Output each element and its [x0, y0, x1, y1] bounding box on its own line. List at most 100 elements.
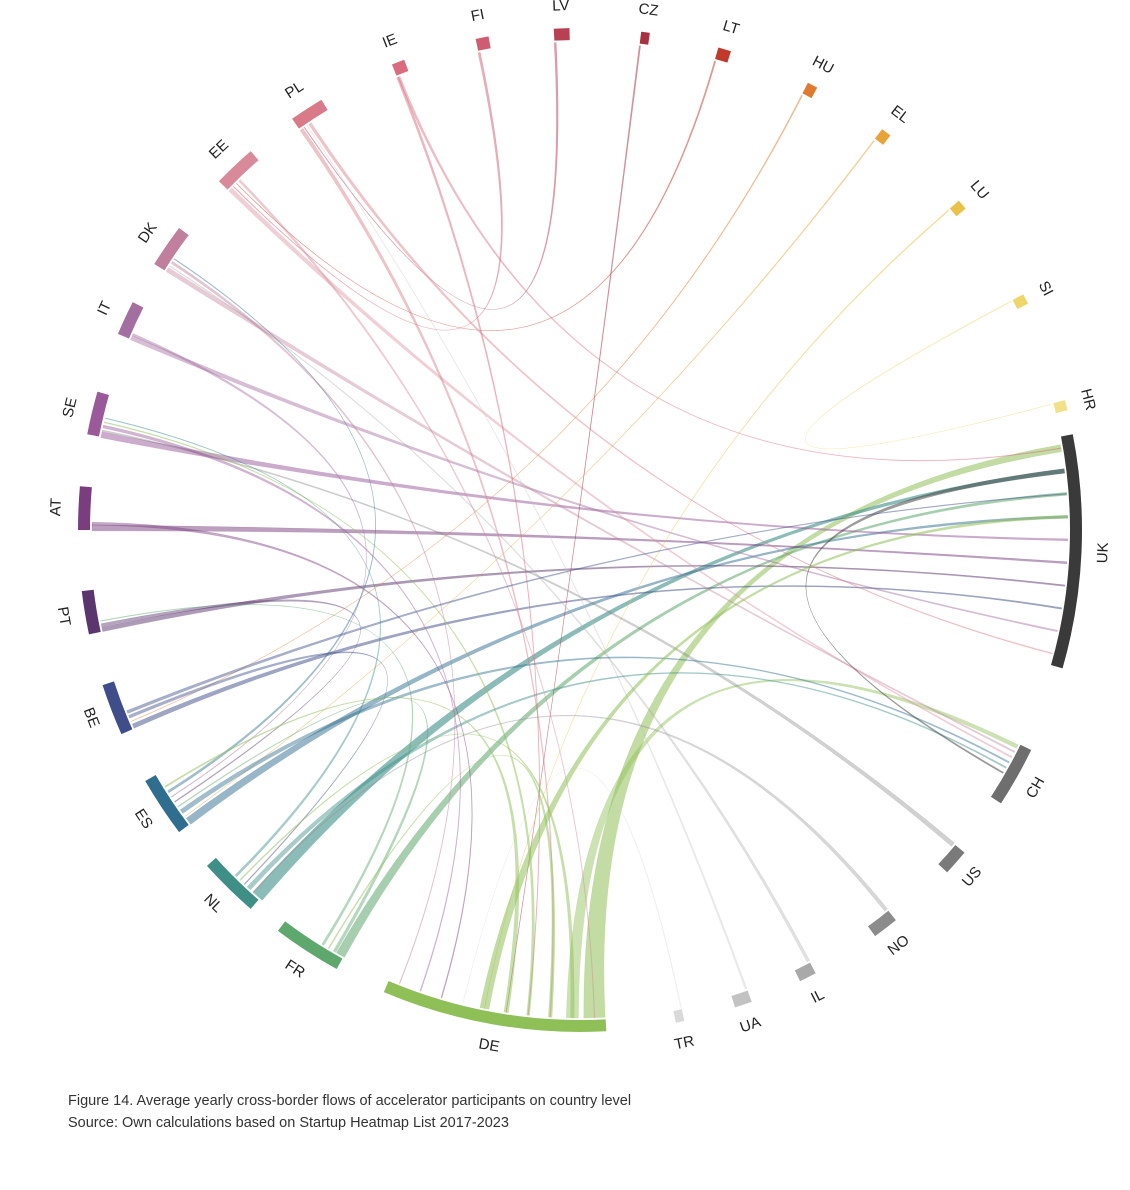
ribbon-de-uk	[479, 515, 1069, 1010]
ribbon-fr-uk	[336, 492, 1068, 958]
ribbon-de-ch	[565, 678, 1019, 1019]
arc-lu	[949, 200, 966, 217]
ribbon-si-hr	[804, 300, 1052, 450]
arc-uk	[1051, 434, 1082, 669]
arc-dk	[154, 227, 189, 271]
label-fi: FI	[469, 6, 485, 25]
arc-cz	[639, 31, 650, 45]
ribbon-hu-be	[130, 94, 803, 722]
ribbon-se-uk	[100, 431, 1069, 542]
arc-es	[145, 775, 189, 833]
arc-fi	[475, 36, 491, 51]
country-arcs	[78, 28, 1082, 1032]
arc-fr	[277, 921, 343, 970]
label-tr: TR	[673, 1033, 696, 1054]
arc-pt	[81, 589, 101, 635]
label-pt: PT	[54, 606, 74, 628]
ribbon-nl-ch	[246, 672, 1007, 891]
arc-ie	[391, 59, 409, 76]
arc-ua	[731, 990, 752, 1008]
ribbon-cz-de	[505, 45, 641, 1013]
caption-source: Source: Own calculations based on Startu…	[68, 1115, 509, 1131]
ribbon-de-es	[164, 697, 520, 1014]
arc-at	[78, 486, 92, 530]
label-be: BE	[80, 705, 103, 730]
arc-se	[87, 391, 109, 437]
ribbon-ee-ch	[228, 187, 1013, 759]
label-lu: LU	[967, 177, 992, 203]
ribbon-lu-de	[483, 209, 950, 1009]
ribbon-fr-pt	[100, 604, 414, 946]
ribbon-fr-es	[177, 696, 429, 953]
ribbon-dk-de	[170, 261, 456, 984]
arc-it	[117, 302, 144, 339]
arc-hr	[1053, 400, 1068, 414]
ribbon-il-dk	[168, 265, 811, 963]
label-se: SE	[59, 396, 80, 419]
label-no: NO	[885, 932, 913, 959]
ribbon-pl-uk	[308, 122, 1053, 655]
flow-ribbons	[91, 42, 1069, 1019]
label-nl: NL	[200, 891, 226, 917]
ribbon-no-nl	[252, 714, 888, 912]
arc-lv	[553, 28, 570, 41]
label-si: SI	[1035, 278, 1057, 298]
label-at: AT	[47, 498, 65, 517]
arc-il	[794, 962, 816, 982]
label-it: IT	[94, 299, 115, 318]
label-ua: UA	[738, 1014, 763, 1037]
ribbon-ee-de	[238, 179, 596, 1019]
label-hu: HU	[809, 53, 836, 78]
ribbon-ie-uk	[397, 76, 1062, 462]
ribbon-es-ch	[179, 656, 1010, 814]
ribbon-de-nl	[239, 733, 575, 1019]
ribbon-se-de	[102, 424, 461, 992]
label-es: ES	[131, 806, 156, 832]
ribbon-be-nl	[128, 651, 388, 885]
arc-de	[383, 981, 607, 1032]
label-hr: HR	[1077, 387, 1099, 412]
label-el: EL	[888, 102, 913, 127]
ribbon-pt-es	[100, 599, 361, 803]
ribbon-ua-pl	[306, 124, 748, 990]
ribbon-tr-de	[462, 767, 682, 1008]
label-us: US	[959, 863, 986, 890]
label-cz: CZ	[637, 0, 659, 19]
ribbon-it-uk	[130, 335, 1058, 633]
ribbon-de-fr	[327, 754, 556, 1018]
ribbon-es-dk	[167, 258, 376, 794]
ribbon-lv-pl	[303, 42, 559, 310]
label-dk: DK	[135, 219, 161, 246]
label-fr: FR	[282, 956, 308, 981]
label-il: IL	[808, 986, 827, 1007]
ribbon-de-uk	[583, 444, 1062, 1019]
label-ie: IE	[380, 31, 399, 52]
ribbon-ie-de	[396, 76, 541, 1016]
ribbon-pt-uk	[101, 564, 1066, 632]
arc-hu	[802, 82, 818, 99]
arc-no	[868, 910, 896, 937]
label-pl: PL	[282, 78, 307, 102]
ribbon-be-uk	[126, 493, 1067, 714]
arc-si	[1012, 294, 1029, 310]
label-lv: LV	[552, 0, 570, 15]
chord-diagram: UK CH US NO IL UA TR DE FR NL ES BE PT AT SE IT DK EE PL IE…	[47, 0, 1112, 1056]
label-lt: LT	[721, 17, 742, 38]
ribbon-it-es	[131, 333, 367, 798]
ribbon-lt-ee	[235, 60, 717, 331]
arc-tr	[673, 1009, 685, 1023]
ribbon-at-de	[91, 521, 473, 999]
ribbon-us-se	[101, 429, 955, 847]
arc-ee	[218, 151, 259, 190]
label-ch: CH	[1023, 774, 1048, 801]
ribbon-uk-ch	[805, 468, 1065, 774]
ribbon-be-uk	[131, 585, 1063, 729]
caption-title: Figure 14. Average yearly cross-border f…	[68, 1093, 632, 1109]
label-uk: UK	[1094, 542, 1112, 564]
arc-nl	[206, 857, 259, 909]
ribbon-fi-ee	[232, 51, 503, 331]
arc-us	[938, 844, 965, 873]
arc-ch	[990, 744, 1032, 804]
ribbon-el-es	[184, 139, 875, 818]
ribbon-nl-se	[104, 417, 381, 878]
